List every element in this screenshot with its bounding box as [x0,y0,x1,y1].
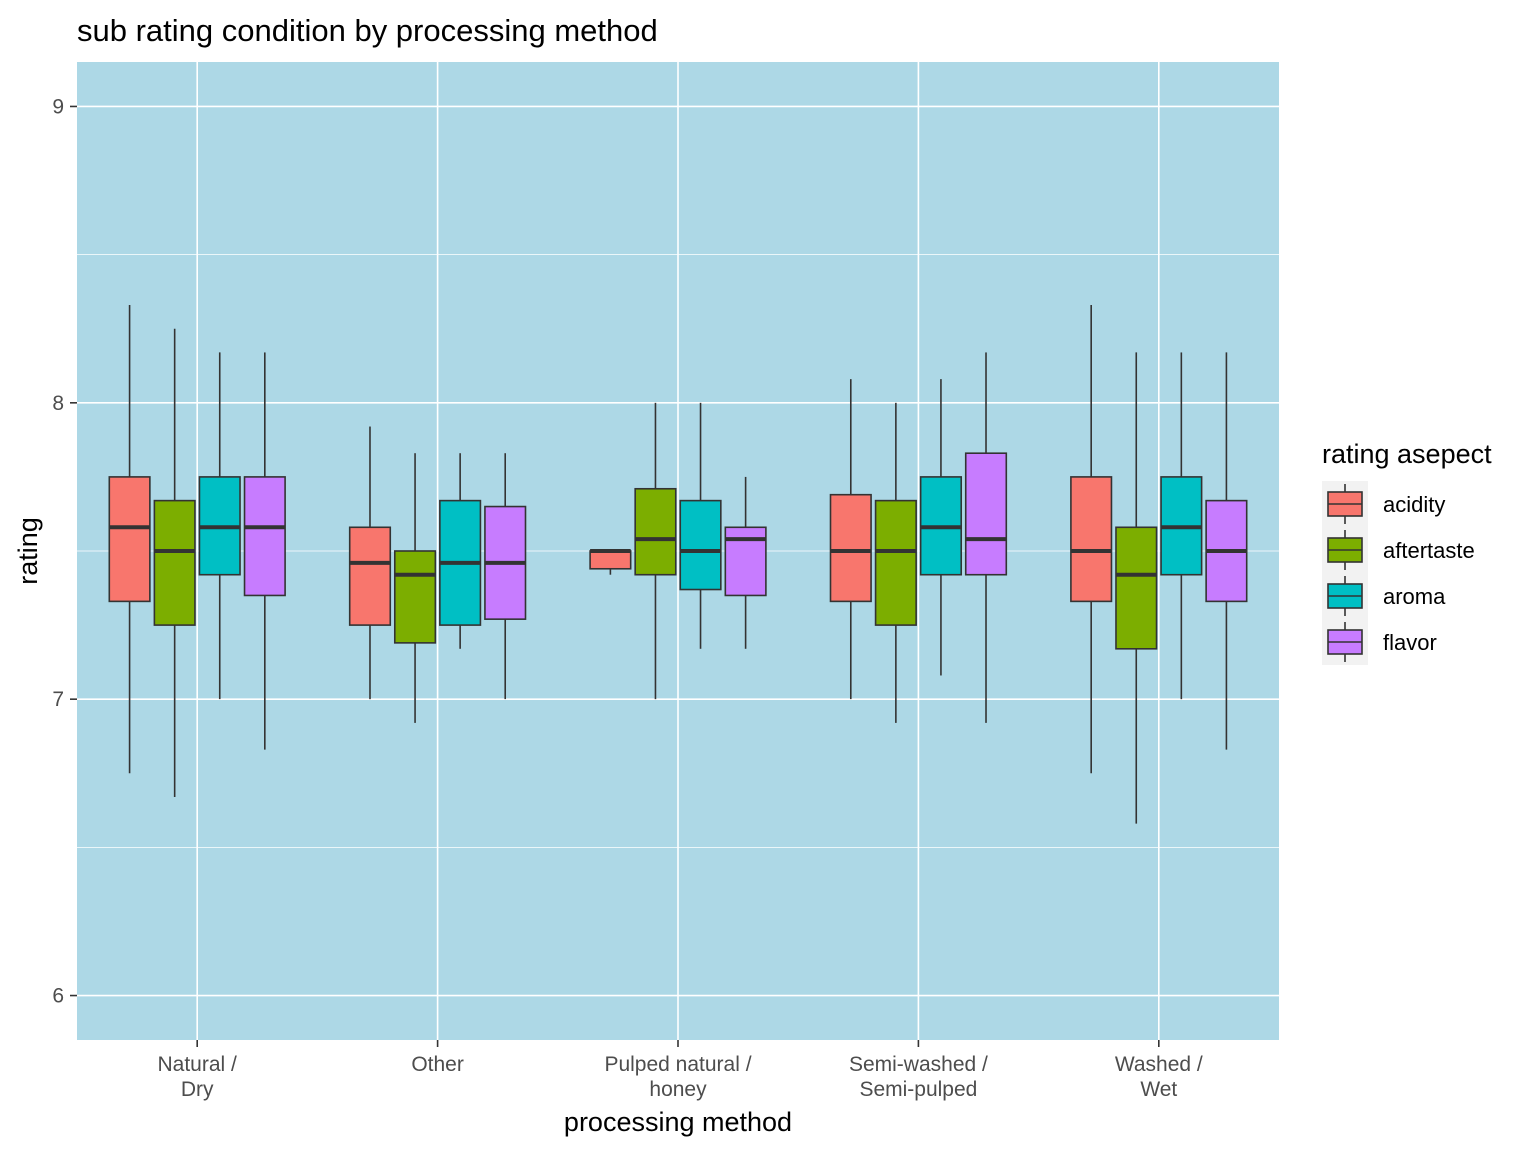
x-tick-label: Washed / Wet [1115,1053,1203,1101]
box-aftertaste-4 [874,402,917,723]
box-body [153,499,196,626]
box-aftertaste-2 [393,453,437,723]
box-aroma-5 [1160,352,1203,700]
box-body [243,476,286,597]
y-tick-label: 7 [52,688,64,711]
box-body [1115,526,1158,650]
box-aroma-3 [679,402,722,649]
x-tick-label-line: honey [649,1078,707,1101]
legend-label: aroma [1383,584,1446,609]
box-aftertaste-5 [1115,352,1158,824]
legend: rating asepect acidity aftertaste aroma fla… [1322,439,1492,665]
y-tick-label: 9 [52,95,64,118]
x-tick-label-line: Dry [181,1078,214,1101]
box-body [589,550,632,570]
x-tick-label-line: Pulped natural / [604,1053,751,1076]
box-layer [108,305,1248,824]
box-body [874,499,917,626]
box-flavor-4 [964,352,1008,723]
box-body [634,487,677,576]
box-aftertaste-1 [153,328,196,797]
box-flavor-2 [484,453,527,700]
legend-title: rating asepect [1322,439,1492,469]
legend-label: aftertaste [1383,538,1475,563]
legend-item-aftertaste: aftertaste [1322,527,1475,573]
box-aroma-1 [198,352,241,700]
box-flavor-5 [1205,352,1248,750]
x-tick-label-line: Natural / [158,1053,238,1076]
box-body [393,550,437,644]
x-tick-label-line: Other [411,1053,464,1076]
box-flavor-3 [724,476,767,649]
x-tick-label-line: Semi-pulped [859,1078,977,1101]
legend-label: flavor [1383,630,1437,655]
y-tick-label: 6 [52,985,64,1008]
grid-lines [77,62,1279,1040]
x-axis-label: processing method [564,1107,792,1137]
box-acidity-4 [829,379,872,700]
legend-item-flavor: flavor [1322,619,1437,665]
box-aftertaste-3 [634,402,677,700]
box-body [348,526,392,626]
box-flavor-1 [243,352,286,750]
box-acidity-2 [348,426,392,700]
box-body [108,476,151,603]
axes: 6 7 8 9 Natural / Dry Other Pulped natural / hon… [52,95,1203,1101]
box-body [964,452,1008,576]
box-aroma-4 [919,379,963,676]
box-acidity-1 [108,305,151,774]
legend-item-aroma: aroma [1322,573,1446,619]
chart-title: sub rating condition by processing metho… [77,13,658,48]
box-acidity-3 [589,549,632,575]
x-tick-label-line: Semi-washed / [849,1053,988,1076]
box-aroma-2 [439,453,482,649]
x-tick-label: Pulped natural / honey [604,1053,751,1101]
x-tick-label-line: Wet [1140,1078,1177,1101]
x-tick-label: Other [411,1053,464,1076]
x-tick-label: Natural / Dry [158,1053,238,1101]
x-tick-label: Semi-washed / Semi-pulped [849,1053,988,1101]
legend-label: acidity [1383,492,1445,517]
box-body [1070,476,1113,603]
box-acidity-5 [1070,305,1113,774]
x-tick-label-line: Washed / [1115,1053,1203,1076]
y-axis-label: rating [13,517,43,585]
y-tick-label: 8 [52,392,64,415]
legend-item-acidity: acidity [1322,481,1445,527]
box-body [679,499,722,591]
box-body [829,493,872,603]
